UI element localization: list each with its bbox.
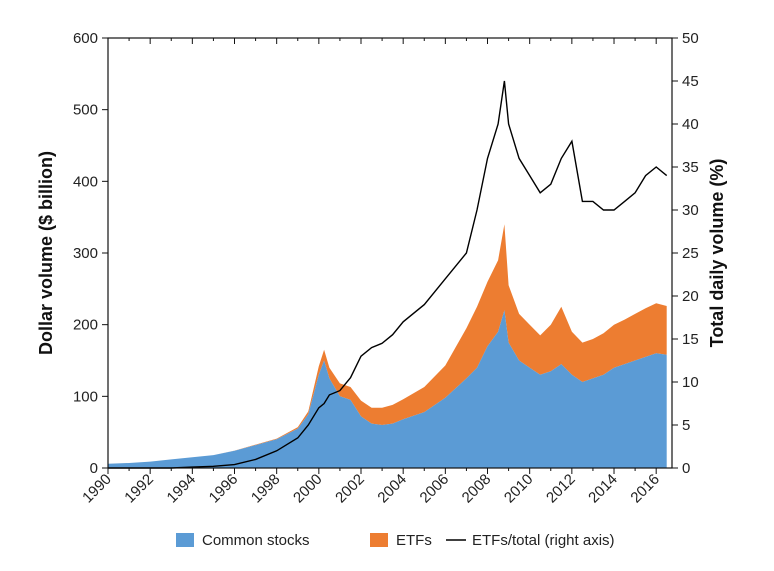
y2-tick-label: 35 xyxy=(682,159,699,176)
legend: Common stocks ETFs ETFs/total (right axi… xyxy=(176,532,615,549)
y-tick-label: 100 xyxy=(73,388,98,405)
x-tick-label: 2016 xyxy=(627,471,663,507)
y2-tick-label: 50 xyxy=(682,30,699,47)
plot-lines xyxy=(108,80,668,469)
left-axis: 0 100 200 300 400 500 600 xyxy=(73,30,108,477)
right-axis: 0 5 10 15 20 25 30 35 40 45 50 xyxy=(672,30,699,477)
y2-axis-title: Total daily volume (%) xyxy=(707,159,727,348)
y2-tick-label: 10 xyxy=(682,374,699,391)
x-tick-label: 2000 xyxy=(290,471,326,507)
y-axis-title: Dollar volume ($ billion) xyxy=(36,151,56,355)
y2-tick-label: 30 xyxy=(682,202,699,219)
y-tick-label: 300 xyxy=(73,245,98,262)
legend-swatch-etfs xyxy=(370,533,388,547)
x-tick-label: 1992 xyxy=(121,471,157,507)
y-tick-label: 0 xyxy=(90,460,98,477)
line-etfs-total-ratio xyxy=(108,80,668,469)
x-tick-label: 2014 xyxy=(585,471,621,507)
x-tick-label: 2010 xyxy=(501,471,537,507)
x-tick-label: 1998 xyxy=(248,471,284,507)
y-tick-label: 400 xyxy=(73,173,98,190)
y2-tick-label: 20 xyxy=(682,288,699,305)
y-tick-label: 200 xyxy=(73,317,98,334)
x-tick-label: 1994 xyxy=(164,471,200,507)
x-tick-label: 1996 xyxy=(206,471,242,507)
x-tick-label: 1990 xyxy=(79,471,115,507)
legend-label-etfs: ETFs xyxy=(396,532,432,549)
plot-areas xyxy=(108,224,667,468)
area-common-stocks xyxy=(108,310,667,468)
area-etfs xyxy=(108,224,667,464)
x-tick-label: 2004 xyxy=(374,471,410,507)
y2-tick-label: 25 xyxy=(682,245,699,262)
legend-label-common-stocks: Common stocks xyxy=(202,532,310,549)
y2-tick-label: 5 xyxy=(682,417,690,434)
legend-label-ratio: ETFs/total (right axis) xyxy=(472,532,615,549)
y2-tick-label: 40 xyxy=(682,116,699,133)
y2-tick-label: 45 xyxy=(682,73,699,90)
y-tick-label: 600 xyxy=(73,30,98,47)
x-tick-label: 2006 xyxy=(417,471,453,507)
y2-tick-label: 0 xyxy=(682,460,690,477)
x-tick-label: 2008 xyxy=(459,471,495,507)
y2-tick-label: 15 xyxy=(682,331,699,348)
x-tick-label: 2012 xyxy=(543,471,579,507)
x-tick-label: 2002 xyxy=(332,471,368,507)
legend-swatch-common-stocks xyxy=(176,533,194,547)
y-tick-label: 500 xyxy=(73,102,98,119)
